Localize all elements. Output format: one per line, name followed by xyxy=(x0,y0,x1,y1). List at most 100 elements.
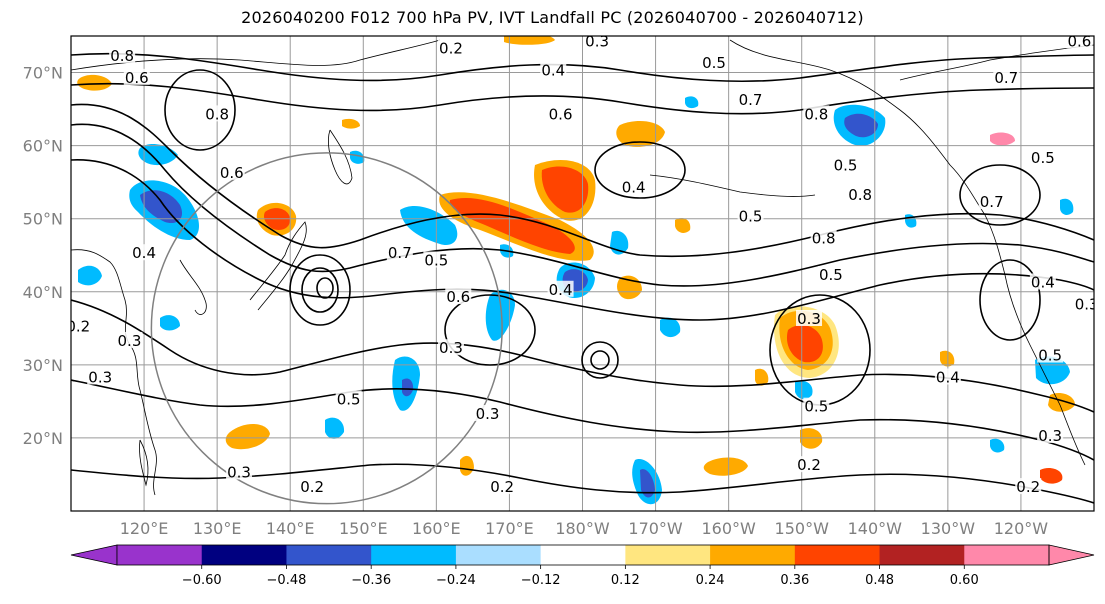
lat-tick-label: 40°N xyxy=(23,283,63,302)
contour-label: 0.8 xyxy=(110,47,134,65)
colorbar-outline xyxy=(116,544,1050,566)
contour-label-bg xyxy=(109,46,136,63)
contour-label-bg xyxy=(71,317,92,334)
contour-label: 0.7 xyxy=(994,69,1018,87)
contour-label: 0.8 xyxy=(812,230,836,248)
contour-label: 0.5 xyxy=(1038,347,1062,365)
contour-label: 0.6 xyxy=(1067,32,1091,50)
contour-label-bg xyxy=(737,207,764,224)
contour-label: 0.5 xyxy=(1031,149,1055,167)
shading-negative xyxy=(485,289,515,341)
lon-tick-label: 160°E xyxy=(412,519,461,538)
colorbar-segment xyxy=(879,545,965,565)
colorbar-tick-label: −0.60 xyxy=(182,573,222,588)
lon-tick-label: 170°W xyxy=(628,519,683,538)
contour-label-bg xyxy=(445,288,472,305)
lon-tick-label: 150°W xyxy=(775,519,830,538)
colorbar-extend-low xyxy=(70,544,118,566)
coastlines xyxy=(71,39,1094,496)
colorbar-tick-label: −0.12 xyxy=(521,573,561,588)
shading-positive xyxy=(675,218,691,233)
contour-label: 0.4 xyxy=(132,244,156,262)
contour-label-bg xyxy=(489,478,516,495)
contour-label-bg xyxy=(810,229,837,246)
contour-label-bg xyxy=(1037,346,1064,363)
contour-label: 0.6 xyxy=(125,69,149,87)
map-title: 2026040200 F012 700 hPa PV, IVT Landfall… xyxy=(241,8,864,27)
contour-label: 0.6 xyxy=(549,105,573,123)
contour-label-bg xyxy=(1037,426,1064,443)
pv-contour xyxy=(301,267,339,313)
contour-label: 0.7 xyxy=(980,193,1004,211)
contour-label-bg xyxy=(540,61,567,78)
shading-negative xyxy=(640,469,655,498)
contour-label: 0.3 xyxy=(585,32,609,50)
lon-tick-label: 180°W xyxy=(555,519,610,538)
contour-label-bg xyxy=(1029,149,1056,166)
contour-label-bg xyxy=(796,310,823,326)
shading-negative xyxy=(400,205,458,246)
colorbar-segment xyxy=(794,545,881,565)
contour-label: 0.5 xyxy=(834,157,858,175)
lon-tick-label: 140°W xyxy=(848,519,903,538)
contour-label-bg xyxy=(218,163,245,180)
shading-positive xyxy=(990,132,1015,146)
contour-label: 0.8 xyxy=(205,105,229,123)
shading-positive xyxy=(786,325,823,363)
contour-label: 0.2 xyxy=(300,478,324,496)
range-circle xyxy=(150,152,503,505)
contour-label: 0.5 xyxy=(819,266,843,284)
contour-label-bg xyxy=(474,405,501,421)
contour-label: 0.3 xyxy=(88,368,112,386)
contour-label: 0.8 xyxy=(804,105,828,123)
map-panel: 0.8 0.6 0.2 0.3 0.4 0.5 0.6 0.7 0.8 0.7 0.8 0.5 0.4 0… xyxy=(66,32,1099,511)
contour-label-bg xyxy=(803,105,830,122)
pv-contour xyxy=(71,52,1094,83)
pv-contour xyxy=(959,164,1041,226)
pv-contour xyxy=(316,277,334,299)
colorbar-tick-label: 0.60 xyxy=(950,573,979,588)
colorbar-segment xyxy=(964,545,1050,565)
contour-label: 0.2 xyxy=(66,317,90,335)
pv-contour xyxy=(71,103,1094,258)
contour-label-bg xyxy=(1029,273,1056,290)
contour-labels: 0.8 0.6 0.2 0.3 0.4 0.5 0.6 0.7 0.8 0.7 0.8 0.5 0.4 0… xyxy=(66,32,1099,496)
pv-contour xyxy=(71,159,1094,321)
coastline-korea xyxy=(179,259,207,315)
contour-label-bg xyxy=(701,54,728,71)
colorbar-extend-high xyxy=(1048,544,1095,566)
coastline-kamchatka xyxy=(327,129,353,185)
contour-label-bg xyxy=(934,368,961,385)
shading-negative xyxy=(160,315,180,331)
shading-negative xyxy=(402,378,414,397)
shading-negative xyxy=(990,438,1005,453)
lat-tick-label: 60°N xyxy=(23,137,63,156)
contour-label: 0.4 xyxy=(936,368,960,386)
shading-negative xyxy=(138,144,178,166)
shading-negative xyxy=(660,317,681,338)
latitude-labels: 70°N 60°N 50°N 40°N 30°N 20°N xyxy=(23,64,63,448)
pv-contour xyxy=(71,123,1094,287)
lon-tick-label: 130°W xyxy=(921,519,976,538)
lon-tick-label: 160°W xyxy=(701,519,756,538)
map-frame xyxy=(70,35,1095,512)
contour-label-bg xyxy=(978,193,1005,210)
shading-positive xyxy=(225,423,270,450)
shading-positive xyxy=(449,198,575,254)
shading-positive xyxy=(77,74,112,91)
contour-label: 0.6 xyxy=(446,288,470,306)
pv-contour xyxy=(590,350,610,370)
contour-label-bg xyxy=(547,280,574,297)
contour-label-bg xyxy=(123,68,150,85)
coastline-japan xyxy=(249,221,307,311)
contour-label: 0.3 xyxy=(1075,295,1099,313)
pv-contour xyxy=(71,82,1094,115)
coastline-aleutians xyxy=(649,174,816,197)
coastline-canada xyxy=(899,44,1094,81)
contour-label: 0.7 xyxy=(388,244,412,262)
colorbar-segment xyxy=(371,545,457,565)
contour-label-bg xyxy=(1073,295,1094,312)
contour-label-bg xyxy=(335,390,362,407)
contour-label: 0.4 xyxy=(541,62,565,80)
